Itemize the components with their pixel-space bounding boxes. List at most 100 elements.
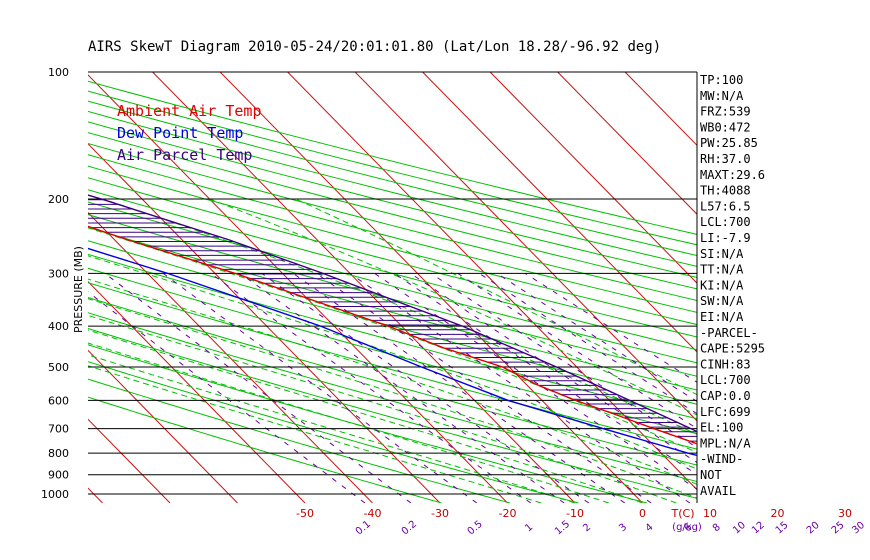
mixing-ratio-tick-label: 10 [731,520,748,537]
mixing-ratio-line [496,272,697,403]
index-row: MPL:N/A [700,436,751,450]
mixing-ratio-tick-label: 1 [523,522,535,535]
legend-entry: Ambient Air Temp [117,102,262,120]
isotherm-line [88,211,373,503]
pressure-tick-label: 700 [48,423,69,436]
index-row: RH:37.0 [700,152,751,166]
isotherm-line [354,72,697,422]
pressure-tick-label: 1000 [41,488,69,501]
mixing-ratio-tick-label: 12 [750,520,767,537]
dry-adiabat-line [88,344,647,503]
dry-adiabat-line [88,177,697,338]
mixing-ratio-tick-label: 25 [830,520,847,537]
mixing-ratio-axis: 0.10.20.511.52346810121520253040(g/kg) [354,519,867,538]
parcel-temp-line [88,194,697,433]
chart-title: AIRS SkewT Diagram 2010-05-24/20:01:01.8… [88,39,661,55]
index-row: MW:N/A [700,89,744,103]
mixing-ratio-line [104,273,412,503]
bottom-temp-tick-label: 0 [639,507,646,520]
mixing-ratio-tick-label: 0.1 [354,519,373,538]
index-row: LFC:699 [700,405,751,419]
bottom-temp-tick-label: -20 [499,507,517,520]
mixing-ratio-tick-label: 2 [581,522,593,535]
dry-adiabat-line [88,253,697,420]
mixing-ratio-line [457,272,697,430]
index-row: WB0:472 [700,120,751,134]
mixing-ratio-line [315,272,652,503]
moist-adiabat-line [88,354,576,503]
mixing-ratio-line [410,272,697,464]
moist-adiabat-line [88,314,677,503]
index-row: TP:100 [700,73,743,87]
moist-adiabat-line [88,365,542,503]
bottom-temp-tick-label: 10 [703,507,717,520]
index-row: CAP:0.0 [700,389,751,403]
pressure-tick-label: 900 [48,469,69,482]
dewpoint-line [88,247,697,457]
mixing-ratio-line [261,272,590,503]
mixing-ratio-line [162,272,478,503]
mixing-ratio-tick-label: 20 [805,520,822,537]
mixing-ratio-line [88,291,366,503]
sounding-profiles [88,194,697,457]
dry-adiabat-line [88,312,697,482]
mixing-ratio-line [524,272,697,383]
isotherm-line [489,72,697,284]
mixing-ratio-tick-label: 15 [774,520,791,537]
moist-adiabat-line [88,278,697,485]
moist-adiabat-line [88,329,643,503]
mixing-ratio-line [349,272,691,503]
pressure-tick-label: 500 [48,361,69,374]
isotherm-line [88,280,306,503]
index-row: SW:N/A [700,294,744,308]
mixing-ratio-tick-label: 6 [682,522,694,535]
bottom-temperature-axis: -50 -40 -30 -20 -10 0 10 20 30 T(C) [296,507,852,520]
mixing-ratio-tick-label: 8 [711,522,723,535]
dry-adiabat-line [88,154,697,313]
index-row: MAXT:29.6 [700,168,765,182]
dry-adiabat-line [88,396,442,503]
mixing-ratio-line [210,272,532,503]
mixing-ratio-line [374,272,697,490]
dry-adiabat-line [88,110,697,267]
dry-adiabat-line [88,100,697,257]
ambient-temp-line [88,225,697,445]
isotherm-line [557,72,697,215]
moist-adiabat-line [209,198,697,416]
mixing-ratio-line [239,272,565,503]
isotherm-line [287,72,697,491]
mixing-ratio-tick-label: 0.5 [466,519,485,538]
cape-hatching [88,194,697,442]
isotherm-line [88,418,171,503]
pressure-tick-label: 400 [48,320,69,333]
dry-adiabat-line [88,189,697,351]
index-row: NOT [700,468,722,482]
index-row: EI:N/A [700,310,744,324]
isotherm-line [88,487,103,503]
dry-adiabat-grid [88,80,697,503]
bottom-temp-tick-label: 20 [771,507,785,520]
mixing-ratio-tick-label: 30 [850,520,867,537]
index-row: CINH:83 [700,357,751,371]
moist-adiabat-line [88,227,697,453]
dry-adiabat-line [88,327,697,499]
bottom-temp-tick-label: -40 [364,507,382,520]
pressure-tick-label: 100 [48,66,69,79]
index-row: TH:4088 [700,184,751,198]
pressure-tick-label: 800 [48,447,69,460]
isobar-grid [88,71,698,503]
bottom-temp-tick-label: -30 [431,507,449,520]
dry-adiabat-line [88,121,697,279]
y-axis-label: PRESSURE (MB) [72,246,85,333]
pressure-tick-label: 300 [48,267,69,280]
index-row: AVAIL [700,484,736,498]
dry-adiabat-line [88,267,697,435]
mixing-ratio-line [292,272,626,503]
pressure-tick-label: 600 [48,394,69,407]
mixing-ratio-tick-label: (g/kg) [672,522,702,533]
mixing-ratio-tick-label: 0.2 [400,519,419,538]
legend: Ambient Air Temp Dew Point Temp Air Parcel… [117,102,262,164]
index-row: FRZ:539 [700,105,751,119]
